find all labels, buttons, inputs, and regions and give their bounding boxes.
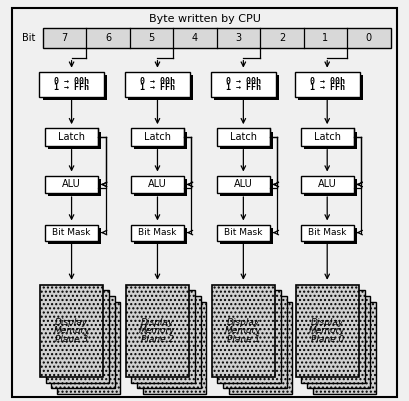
Bar — [223, 296, 286, 388]
Text: 1 → FFh: 1 → FFh — [226, 83, 261, 91]
Text: 6: 6 — [105, 33, 111, 43]
Text: Plane 0: Plane 0 — [310, 335, 344, 344]
Text: Bit: Bit — [22, 33, 36, 43]
Bar — [132, 290, 195, 383]
Text: Bit Mask: Bit Mask — [138, 228, 177, 237]
Text: 1 → FFh: 1 → FFh — [140, 83, 175, 91]
Text: Display: Display — [141, 318, 174, 326]
Bar — [45, 176, 98, 193]
Text: Byte written by CPU: Byte written by CPU — [148, 14, 261, 24]
Bar — [307, 296, 371, 388]
Text: 0: 0 — [366, 33, 372, 43]
Text: 1 → FFh: 1 → FFh — [54, 83, 89, 91]
Text: 0 → 00h: 0 → 00h — [310, 77, 345, 86]
Text: Display: Display — [310, 318, 344, 326]
Text: Bit Mask: Bit Mask — [308, 228, 346, 237]
Bar — [125, 72, 190, 97]
Bar — [217, 128, 270, 146]
Text: Bit Mask: Bit Mask — [52, 228, 91, 237]
Bar — [298, 75, 363, 100]
Bar — [212, 285, 275, 377]
Bar — [229, 302, 292, 394]
Bar — [143, 302, 206, 394]
Text: ALU: ALU — [318, 180, 337, 189]
Bar — [220, 228, 273, 244]
Text: Plane 3: Plane 3 — [55, 335, 88, 344]
Bar — [131, 176, 184, 193]
Text: Memory: Memory — [139, 326, 176, 335]
Bar — [134, 132, 187, 149]
Text: Latch: Latch — [144, 132, 171, 142]
Bar — [39, 72, 104, 97]
Bar — [301, 290, 365, 383]
Bar — [128, 75, 193, 100]
Bar — [304, 179, 357, 196]
Text: 4: 4 — [192, 33, 198, 43]
Bar — [131, 225, 184, 241]
Bar — [304, 132, 357, 149]
Text: 0 → 00h: 0 → 00h — [140, 77, 175, 86]
Bar — [220, 179, 273, 196]
Bar — [45, 128, 98, 146]
Bar — [46, 290, 109, 383]
Bar — [304, 228, 357, 244]
Text: ALU: ALU — [62, 180, 81, 189]
Text: ALU: ALU — [234, 180, 253, 189]
Bar — [48, 132, 101, 149]
Bar — [52, 296, 115, 388]
Text: Latch: Latch — [230, 132, 257, 142]
Bar — [57, 302, 120, 394]
Bar — [295, 285, 359, 377]
Bar — [217, 176, 270, 193]
Text: 1 → FFh: 1 → FFh — [310, 83, 345, 91]
Text: Plane 1: Plane 1 — [227, 335, 260, 344]
Bar — [218, 290, 281, 383]
Bar — [295, 72, 360, 97]
Bar — [217, 225, 270, 241]
Bar — [134, 179, 187, 196]
Text: Latch: Latch — [58, 132, 85, 142]
Text: 0 → 00h: 0 → 00h — [226, 77, 261, 86]
Text: Memory: Memory — [53, 326, 90, 335]
Bar — [214, 75, 279, 100]
Text: ALU: ALU — [148, 180, 167, 189]
Bar — [211, 72, 276, 97]
Bar — [48, 179, 101, 196]
Bar — [126, 285, 189, 377]
Bar — [43, 28, 391, 48]
Bar — [40, 285, 103, 377]
Bar — [301, 176, 354, 193]
Bar — [48, 228, 101, 244]
Text: 5: 5 — [148, 33, 155, 43]
Text: 7: 7 — [61, 33, 68, 43]
Bar — [313, 302, 376, 394]
Text: Bit Mask: Bit Mask — [224, 228, 263, 237]
Text: Plane 2: Plane 2 — [141, 335, 174, 344]
Text: 2: 2 — [279, 33, 285, 43]
Text: Memory: Memory — [309, 326, 346, 335]
Text: Memory: Memory — [225, 326, 262, 335]
Bar — [45, 225, 98, 241]
Text: 0 → 00h: 0 → 00h — [54, 77, 89, 86]
Bar — [301, 128, 354, 146]
Text: 1: 1 — [322, 33, 328, 43]
Text: 3: 3 — [236, 33, 242, 43]
Bar — [131, 128, 184, 146]
Bar — [43, 75, 107, 100]
Text: Display: Display — [55, 318, 88, 326]
Bar — [220, 132, 273, 149]
Bar — [301, 225, 354, 241]
Bar — [134, 228, 187, 244]
Text: Latch: Latch — [314, 132, 341, 142]
Bar — [137, 296, 201, 388]
Text: Display: Display — [227, 318, 260, 326]
